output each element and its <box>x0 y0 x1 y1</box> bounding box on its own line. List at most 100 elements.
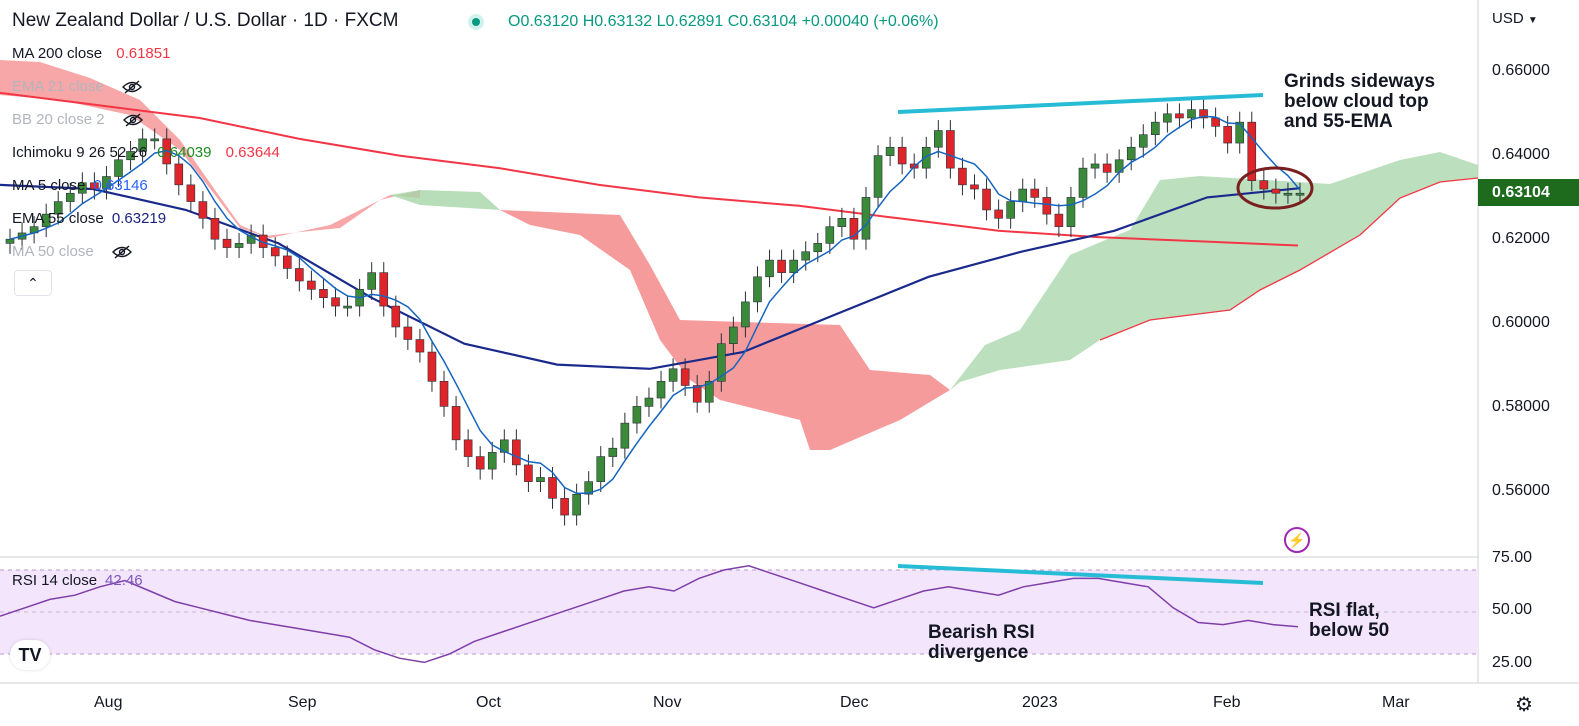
candle-body <box>415 339 425 353</box>
symbol-title: New Zealand Dollar / U.S. Dollar · 1D · … <box>12 10 399 31</box>
candle-body <box>1235 121 1245 144</box>
market-status-dot-icon <box>468 14 484 30</box>
candle <box>307 270 316 300</box>
price-tick: 0.64000 <box>1492 146 1550 163</box>
candle <box>126 140 135 171</box>
candle <box>53 191 63 225</box>
candle-body <box>1271 188 1281 194</box>
candle-body <box>753 276 762 303</box>
candle-body <box>53 201 63 215</box>
candle <box>765 249 774 288</box>
candle <box>1018 178 1028 213</box>
candle-body <box>729 326 738 345</box>
candle-body <box>499 439 509 453</box>
legend-ema55[interactable]: EMA 55 close 0.63219 <box>12 210 167 227</box>
legend-bb20[interactable]: BB 20 close 2 <box>12 111 143 128</box>
candle <box>656 370 666 409</box>
candle-body <box>1211 117 1220 127</box>
time-tick: Feb <box>1213 694 1241 711</box>
candle <box>379 262 389 317</box>
price-tick: 0.56000 <box>1492 482 1550 499</box>
candle <box>1163 103 1172 133</box>
candle-body <box>114 159 123 177</box>
eye-off-icon[interactable] <box>121 80 142 94</box>
candle <box>451 395 461 451</box>
candle <box>463 429 473 468</box>
candle-body <box>367 272 376 290</box>
candle <box>475 446 485 480</box>
time-tick: Sep <box>288 694 317 711</box>
candle <box>524 454 533 493</box>
candle-body <box>656 381 666 399</box>
candle <box>234 232 244 259</box>
ohlc-readout: O0.63120 H0.63132 L0.62891 C0.63104 +0.0… <box>508 13 939 30</box>
candle <box>608 437 618 468</box>
candle <box>65 182 75 213</box>
candle-body <box>765 259 774 278</box>
lightning-icon[interactable]: ⚡ <box>1284 527 1310 553</box>
candle <box>391 295 401 338</box>
candle <box>946 120 955 179</box>
candle <box>548 467 557 509</box>
candle-body <box>596 456 606 482</box>
tradingview-logo-icon[interactable]: TV <box>10 640 50 670</box>
eye-off-icon[interactable] <box>122 113 143 127</box>
candle-body <box>994 209 1003 219</box>
cloud-lower-edge <box>1099 177 1479 341</box>
legend-ema21[interactable]: EMA 21 close <box>12 78 142 95</box>
legend-ma200[interactable]: MA 200 close 0.61851 <box>12 45 171 62</box>
legend-ma50[interactable]: MA 50 close <box>12 243 132 260</box>
candle-body <box>1295 192 1305 196</box>
candle <box>801 241 811 271</box>
price-tick: 0.66000 <box>1492 62 1550 79</box>
candle-body <box>813 243 823 253</box>
candle-body <box>1151 121 1160 136</box>
candle-body <box>958 167 967 186</box>
candle-body <box>1102 163 1112 173</box>
candle <box>1187 99 1196 129</box>
candle <box>680 358 690 396</box>
candle-body <box>222 238 232 248</box>
price-trendline <box>897 93 1264 114</box>
legend-ma5[interactable]: MA 5 close 0.63146 <box>12 177 148 194</box>
rsi-tick: 50.00 <box>1492 601 1533 618</box>
currency-selector[interactable]: USD ▼ <box>1492 10 1538 27</box>
rsi-tick: 25.00 <box>1492 654 1533 671</box>
cloud-bull-segment <box>390 190 500 210</box>
candle <box>138 128 147 162</box>
candle-body <box>873 155 883 198</box>
legend-rsi[interactable]: RSI 14 close 42.46 <box>12 572 143 589</box>
candle <box>885 136 895 167</box>
candle-body <box>801 251 811 261</box>
eye-off-icon[interactable] <box>111 245 132 259</box>
candle-body <box>644 397 654 407</box>
legend-ichimoku[interactable]: Ichimoku 9 26 52 26 0.64039 0.63644 <box>12 144 280 161</box>
chevron-down-icon: ▼ <box>1527 15 1538 26</box>
candle-body <box>90 182 99 190</box>
candle-body <box>1138 134 1148 148</box>
candle <box>632 395 642 434</box>
candle-body <box>475 456 485 470</box>
candle-body <box>777 259 786 273</box>
candle-body <box>1054 213 1064 227</box>
annotation-grinds-sideways: Grinds sideways below cloud top and 55-E… <box>1284 71 1436 132</box>
candle-body <box>536 477 545 482</box>
candle-body <box>1247 121 1257 181</box>
ma5-line <box>9 115 1301 495</box>
candle <box>282 245 292 279</box>
candle <box>439 370 449 417</box>
candle-body <box>403 326 413 340</box>
ma200-polyline <box>0 91 1299 247</box>
candle-body <box>78 182 87 194</box>
candle <box>596 446 606 493</box>
candle-body <box>41 213 51 227</box>
candle-body <box>427 351 437 382</box>
candle-body <box>1187 109 1196 119</box>
consolidation-ellipse <box>1236 166 1314 210</box>
candle-body <box>282 255 292 269</box>
candle-body <box>946 130 955 169</box>
candle <box>1259 170 1269 200</box>
gear-icon[interactable]: ⚙ <box>1515 694 1533 716</box>
collapse-legend-button[interactable]: ⌃ <box>14 270 52 296</box>
